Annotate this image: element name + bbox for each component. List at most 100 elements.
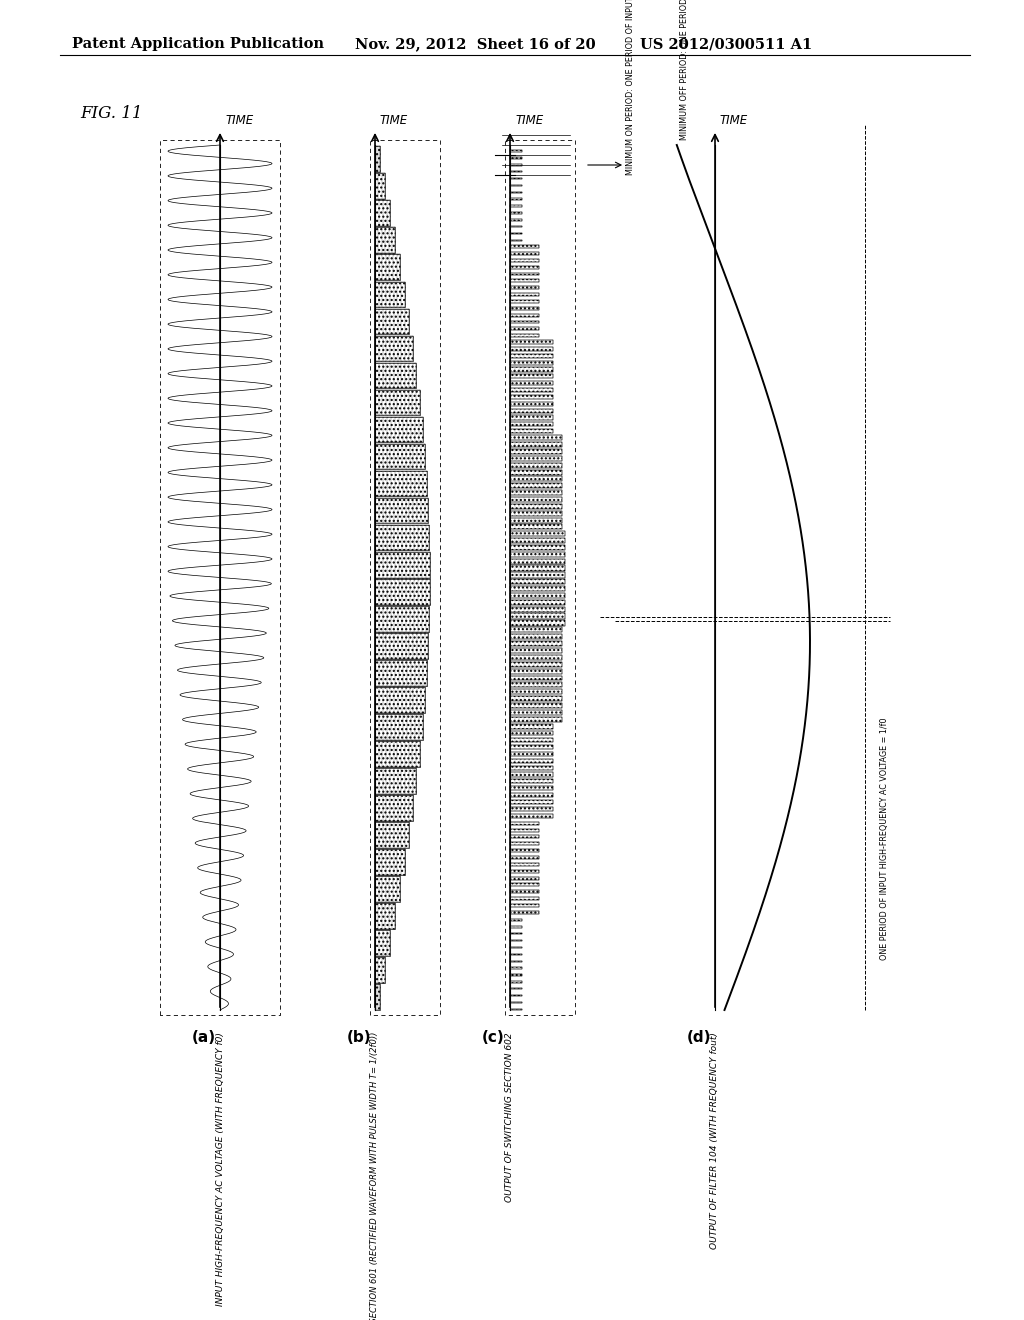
Bar — [375, 741, 420, 767]
Bar — [375, 255, 400, 280]
Bar — [510, 367, 553, 371]
Bar — [510, 586, 565, 591]
Bar — [510, 517, 562, 523]
Bar — [510, 558, 565, 564]
Text: MINIMUM OFF PERIOD: ONE PERIOD OF INPUT HIGH-FREQUENCY AC VOLTAGE = 1/f0: MINIMUM OFF PERIOD: ONE PERIOD OF INPUT … — [681, 0, 689, 140]
Bar — [510, 961, 522, 962]
Bar — [510, 511, 562, 516]
Bar — [510, 836, 539, 838]
Bar — [510, 490, 562, 495]
Bar — [375, 498, 428, 524]
Bar — [375, 931, 390, 956]
Bar — [510, 164, 522, 165]
Bar — [510, 300, 539, 302]
Bar — [510, 940, 522, 941]
Bar — [375, 768, 417, 793]
Bar — [510, 717, 562, 722]
Bar — [510, 933, 522, 935]
Bar — [375, 281, 404, 308]
Bar — [510, 744, 553, 750]
Bar — [375, 201, 390, 226]
Bar — [510, 579, 565, 585]
Bar — [510, 661, 562, 667]
Bar — [510, 725, 553, 729]
Bar — [510, 246, 539, 248]
Bar — [510, 772, 553, 776]
Bar — [510, 738, 553, 742]
Bar — [510, 842, 539, 845]
Text: TIME: TIME — [225, 114, 253, 127]
Text: OUTPUT OF FILTER 104 (WITH FREQUENCY fout): OUTPUT OF FILTER 104 (WITH FREQUENCY fou… — [711, 1032, 720, 1249]
Bar — [510, 334, 539, 337]
Bar — [510, 759, 553, 763]
Bar — [510, 968, 522, 969]
Bar — [375, 147, 380, 172]
Bar — [510, 953, 522, 956]
Bar — [375, 173, 385, 199]
Bar — [510, 455, 562, 461]
Bar — [510, 807, 553, 810]
Bar — [510, 477, 562, 482]
Bar — [375, 335, 413, 362]
Bar — [510, 483, 562, 488]
Bar — [375, 714, 423, 739]
Bar — [510, 259, 539, 261]
Bar — [510, 463, 562, 467]
Text: TIME: TIME — [720, 114, 749, 127]
Bar — [375, 822, 409, 847]
Bar — [510, 676, 562, 681]
Bar — [510, 429, 553, 433]
Bar — [510, 995, 522, 997]
Bar — [510, 911, 539, 913]
Bar — [510, 531, 565, 536]
Bar — [510, 272, 539, 276]
Bar — [510, 1002, 522, 1003]
Bar — [510, 822, 539, 825]
Bar — [510, 614, 565, 619]
Bar — [510, 565, 565, 570]
Bar — [510, 280, 539, 282]
Bar — [510, 185, 522, 186]
Bar — [510, 752, 553, 756]
Bar — [510, 870, 539, 873]
Bar — [510, 787, 553, 791]
Bar — [510, 904, 539, 907]
Bar — [375, 579, 430, 605]
Text: FIG. 11: FIG. 11 — [80, 106, 142, 121]
Bar — [375, 985, 380, 1010]
Bar — [510, 191, 522, 193]
Bar — [510, 442, 562, 447]
Bar — [510, 635, 562, 639]
Bar — [510, 898, 539, 900]
Bar — [510, 286, 539, 289]
Bar — [510, 987, 522, 990]
Bar — [375, 309, 409, 334]
Bar — [510, 198, 522, 199]
Bar — [510, 265, 539, 268]
Text: (a): (a) — [193, 1030, 216, 1045]
Bar — [510, 306, 539, 310]
Bar — [510, 669, 562, 673]
Bar — [510, 813, 553, 818]
Bar — [510, 401, 553, 405]
Bar — [510, 539, 565, 543]
Text: TIME: TIME — [380, 114, 409, 127]
Bar — [510, 347, 553, 351]
Bar — [510, 1008, 522, 1010]
Bar — [375, 552, 430, 578]
Text: Patent Application Publication: Patent Application Publication — [72, 37, 324, 51]
Bar — [510, 573, 565, 578]
Bar — [375, 363, 417, 388]
Bar — [510, 927, 522, 928]
Text: (b): (b) — [347, 1030, 372, 1045]
Bar — [510, 449, 562, 454]
Bar — [510, 849, 539, 853]
Bar — [510, 857, 539, 859]
Bar — [510, 422, 553, 426]
Bar — [510, 946, 522, 948]
Bar — [510, 375, 553, 379]
Bar — [510, 696, 562, 701]
Bar — [510, 829, 539, 832]
Bar — [375, 660, 427, 685]
Bar — [510, 240, 522, 242]
